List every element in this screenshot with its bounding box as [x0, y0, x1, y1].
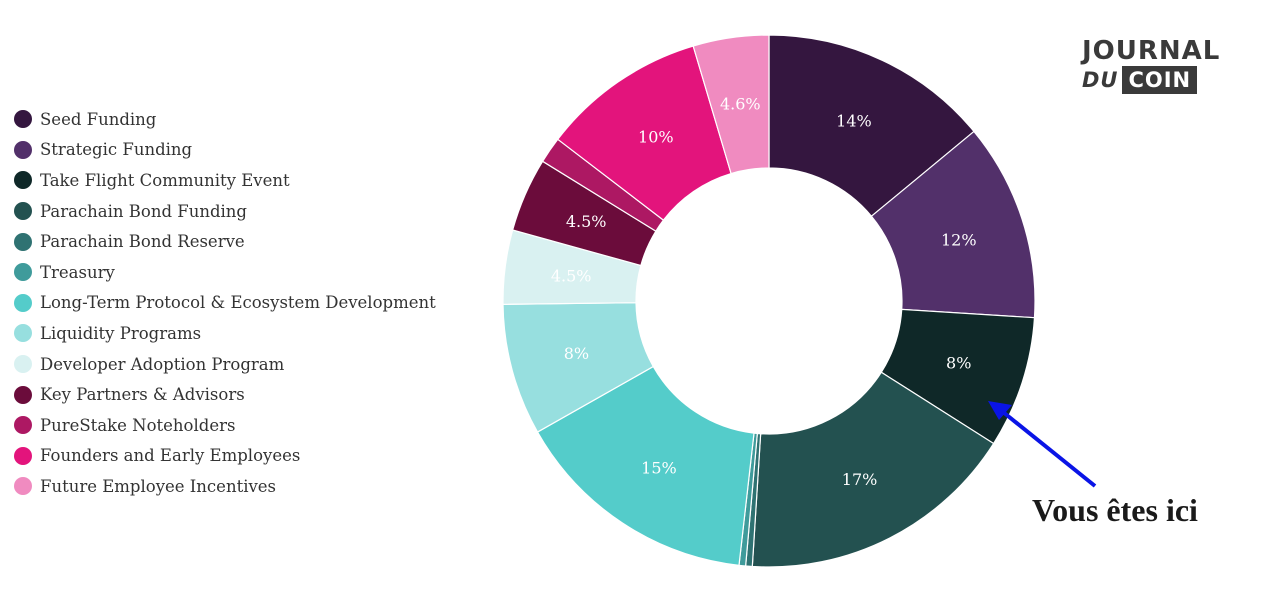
legend-item-key-partners-and-advisors: Key Partners & Advisors [14, 379, 436, 410]
slice-long-term-protocol-and-ecosystem-development [536, 365, 755, 566]
legend-swatch [14, 232, 32, 251]
legend-label: Strategic Funding [40, 140, 193, 160]
slice-label-future-employee-incentives: 4.6% [720, 95, 761, 114]
legend-swatch [14, 446, 32, 465]
legend-item-seed-funding: Seed Funding [14, 104, 436, 135]
legend-swatch [14, 324, 32, 343]
slice-parachain-bond-funding [751, 371, 995, 568]
slice-label-long-term-protocol-and-ecosystem-development: 15% [641, 458, 677, 477]
legend-item-take-flight-community-event: Take Flight Community Event [14, 165, 436, 196]
legend-label: Developer Adoption Program [40, 354, 285, 374]
annotation-text: Vous êtes ici [1032, 492, 1198, 528]
legend-item-developer-adoption-program: Developer Adoption Program [14, 349, 436, 380]
legend-swatch [14, 140, 32, 159]
logo-du: DU [1082, 68, 1119, 92]
legend-label: Parachain Bond Reserve [40, 232, 245, 252]
legend-label: Liquidity Programs [40, 323, 202, 343]
legend-swatch [14, 477, 32, 496]
journal-du-coin-logo: JOURNAL DU COIN [1082, 36, 1242, 100]
legend-item-strategic-funding: Strategic Funding [14, 135, 436, 166]
slice-label-take-flight-community-event: 8% [946, 354, 971, 373]
legend-label: Future Employee Incentives [40, 476, 277, 496]
legend-swatch [14, 355, 32, 374]
legend-item-future-employee-incentives: Future Employee Incentives [14, 471, 436, 502]
annotation-arrow [988, 401, 1097, 488]
legend-swatch [14, 171, 32, 190]
legend-swatch [14, 110, 32, 129]
legend-item-parachain-bond-reserve: Parachain Bond Reserve [14, 226, 436, 257]
legend-swatch [14, 263, 32, 282]
legend-item-long-term-protocol-and-ecosystem-development: Long-Term Protocol & Ecosystem Developme… [14, 288, 436, 319]
label-group: 14% 12% 8% 17% 15% 8% 4.5% 4.5% 10% 4.6% [551, 95, 977, 489]
legend-label: Seed Funding [40, 109, 157, 129]
legend-label: Treasury [40, 262, 115, 282]
legend-swatch [14, 202, 32, 221]
slice-label-developer-adoption-program: 4.5% [551, 266, 592, 285]
slice-label-liquidity-programs: 8% [564, 344, 589, 363]
legend-label: Key Partners & Advisors [40, 385, 245, 405]
slice-future-employee-incentives [692, 34, 770, 175]
legend-swatch [14, 385, 32, 404]
legend-label: Founders and Early Employees [40, 446, 301, 466]
legend-label: PureStake Noteholders [40, 415, 236, 435]
chart-legend: Seed Funding Strategic Funding Take Flight… [14, 104, 436, 502]
slice-label-strategic-funding: 12% [941, 230, 977, 249]
slice-label-seed-funding: 14% [836, 111, 872, 130]
legend-item-founders-and-early-employees: Founders and Early Employees [14, 441, 436, 472]
legend-item-treasury: Treasury [14, 257, 436, 288]
legend-swatch [14, 416, 32, 435]
logo-line-1: JOURNAL [1082, 36, 1221, 66]
legend-label: Long-Term Protocol & Ecosystem Developme… [40, 293, 436, 313]
arrow-head [988, 401, 1012, 420]
legend-item-liquidity-programs: Liquidity Programs [14, 318, 436, 349]
slice-label-parachain-bond-funding: 17% [842, 470, 878, 489]
legend-label: Parachain Bond Funding [40, 201, 247, 221]
legend-item-parachain-bond-funding: Parachain Bond Funding [14, 196, 436, 227]
slice-group [502, 34, 1036, 568]
logo-coin: COIN [1122, 66, 1198, 94]
slice-seed-funding [768, 34, 975, 218]
arrow-shaft [1001, 410, 1097, 488]
legend-label: Take Flight Community Event [40, 170, 290, 190]
legend-swatch [14, 293, 32, 312]
legend-item-purestake-noteholders: PureStake Noteholders [14, 410, 436, 441]
slice-label-founders-and-early-employees: 10% [638, 128, 674, 147]
slice-label-key-partners-and-advisors: 4.5% [566, 212, 607, 231]
